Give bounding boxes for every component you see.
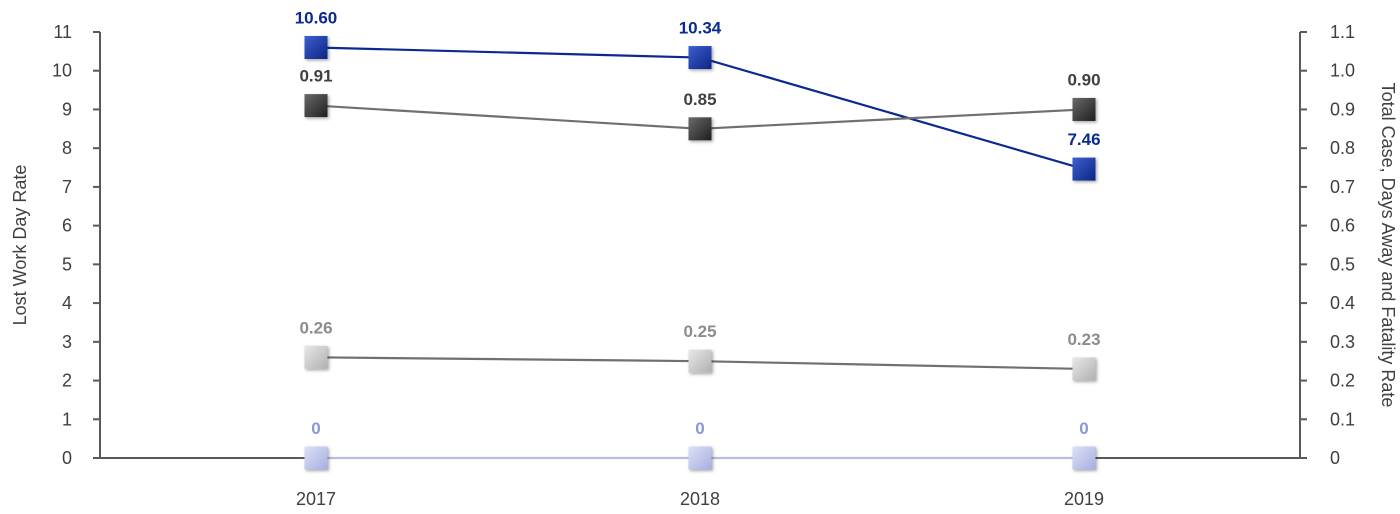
right-axis-tick-label: 0.4 [1330, 293, 1355, 313]
data-label: 0.91 [299, 67, 332, 86]
left-axis-tick-label: 2 [62, 371, 72, 391]
series-1: 10.60 10.34 7.46 [295, 8, 1101, 181]
x-axis-category-label: 2019 [1064, 489, 1104, 509]
left-axis: 0 1 2 3 4 5 6 7 8 9 10 11 Lost Work Day Rate [10, 22, 101, 468]
data-label: 0.25 [683, 322, 716, 341]
right-axis-tick-label: 1.1 [1330, 22, 1355, 42]
series-4: 0 0 0 [304, 419, 1096, 470]
left-axis-tick-label: 1 [62, 409, 72, 429]
left-axis-tick-label: 3 [62, 332, 72, 352]
series-2: 0.91 0.85 0.90 [299, 67, 1101, 141]
left-axis-tick-label: 8 [62, 138, 72, 158]
data-point-marker [304, 94, 328, 118]
right-axis-tick-label: 0.1 [1330, 409, 1355, 429]
data-point-marker [688, 349, 712, 373]
data-label: 10.60 [295, 8, 338, 27]
data-label: 0 [1079, 419, 1088, 438]
data-label: 7.46 [1067, 130, 1100, 149]
data-label: 10.34 [679, 19, 722, 38]
left-axis-tick-label: 0 [62, 448, 72, 468]
data-point-marker [1072, 157, 1096, 181]
right-axis-tick-label: 0.9 [1330, 99, 1355, 119]
data-point-marker [304, 446, 328, 470]
data-label: 0.85 [683, 90, 716, 109]
right-axis-tick-label: 0.5 [1330, 254, 1355, 274]
right-axis-title: Total Case, Days Away and Fatality Rate [1378, 83, 1398, 408]
data-point-marker [688, 46, 712, 70]
right-axis-tick-label: 0.8 [1330, 138, 1355, 158]
left-axis-tick-label: 11 [53, 22, 72, 42]
right-axis-tick-label: 0 [1330, 448, 1340, 468]
data-point-marker [1072, 446, 1096, 470]
left-axis-title: Lost Work Day Rate [10, 165, 30, 326]
right-axis-tick-label: 1.0 [1330, 61, 1355, 81]
series-3: 0.26 0.25 0.23 [299, 318, 1101, 381]
data-point-marker [688, 117, 712, 141]
right-axis-tick-label: 0.6 [1330, 216, 1355, 236]
left-axis-ticks: 0 1 2 3 4 5 6 7 8 9 10 11 [52, 22, 100, 468]
left-axis-tick-label: 4 [62, 293, 72, 313]
right-axis-ticks: 0 0.1 0.2 0.3 0.4 0.5 0.6 0.7 0.8 0.9 1.0 1.1 [1300, 22, 1355, 468]
data-label: 0.23 [1067, 330, 1100, 349]
x-axis-category-label: 2018 [680, 489, 720, 509]
data-label: 0 [311, 419, 320, 438]
data-point-marker [1072, 97, 1096, 121]
data-point-marker [304, 345, 328, 369]
left-axis-tick-label: 5 [62, 254, 72, 274]
data-point-marker [688, 446, 712, 470]
data-point-marker [1072, 357, 1096, 381]
left-axis-tick-label: 7 [62, 177, 72, 197]
left-axis-tick-label: 10 [52, 61, 72, 81]
x-axis-ticks: 2017 2018 2019 [296, 489, 1104, 509]
x-axis-category-label: 2017 [296, 489, 336, 509]
right-axis-tick-label: 0.7 [1330, 177, 1355, 197]
data-point-marker [304, 35, 328, 59]
left-axis-tick-label: 9 [62, 99, 72, 119]
left-axis-tick-label: 6 [62, 216, 72, 236]
right-axis-tick-label: 0.3 [1330, 332, 1355, 352]
data-label: 0 [695, 419, 704, 438]
data-label: 0.26 [299, 318, 332, 337]
data-label: 0.90 [1067, 70, 1100, 89]
right-axis: 0 0.1 0.2 0.3 0.4 0.5 0.6 0.7 0.8 0.9 1.0 1.1 Total… [1299, 22, 1398, 468]
right-axis-tick-label: 0.2 [1330, 371, 1355, 391]
